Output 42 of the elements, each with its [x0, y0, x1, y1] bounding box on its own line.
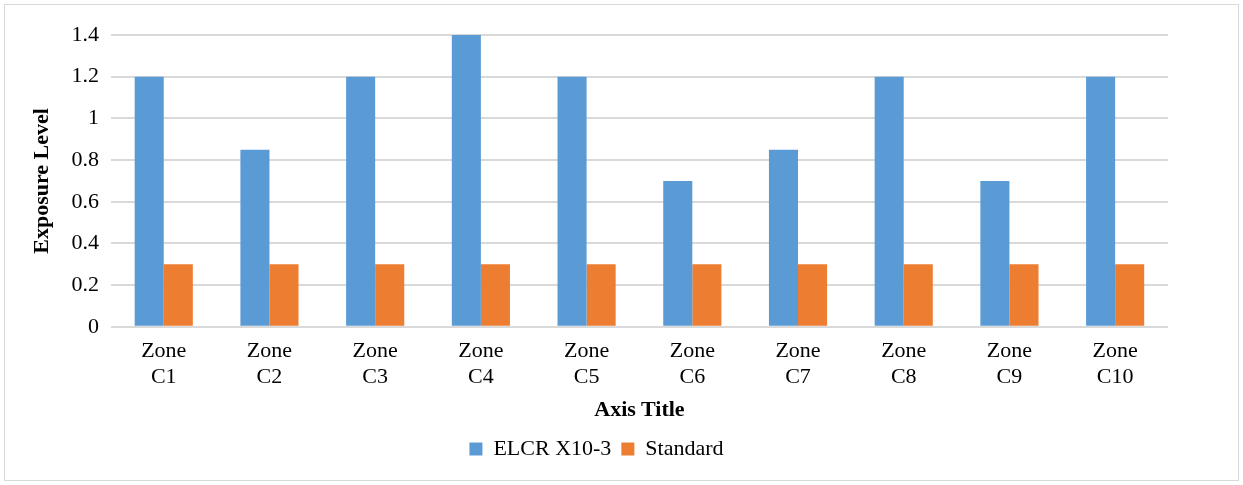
bar	[451, 35, 481, 326]
y-tick-label: 0.4	[71, 229, 99, 255]
legend-label: Standard	[645, 434, 724, 460]
x-tick-label: Zone C6	[669, 336, 715, 389]
bar	[874, 76, 904, 326]
x-tick-label: Zone C9	[986, 336, 1033, 389]
x-axis-title: Axis Title	[594, 396, 685, 422]
x-tick-label: Zone C10	[1092, 336, 1138, 389]
bar	[980, 180, 1010, 326]
x-tick-label: Zone C1	[141, 336, 187, 389]
x-tick-label: Zone C5	[563, 336, 610, 389]
y-tick-label: 0.8	[71, 145, 99, 171]
bar	[269, 264, 299, 326]
bar	[557, 76, 587, 326]
bar	[586, 264, 616, 326]
bar	[346, 76, 376, 326]
bar	[768, 149, 799, 326]
y-tick-label: 0	[87, 312, 99, 338]
y-tick-label: 0.2	[71, 270, 99, 296]
bar	[1115, 264, 1145, 326]
x-tick-label: Zone C7	[775, 336, 821, 389]
x-tick-label: Zone C2	[246, 336, 293, 389]
x-tick-label: Zone C4	[458, 336, 504, 389]
x-tick-label: Zone C3	[352, 336, 398, 389]
bar	[903, 264, 933, 326]
bar	[692, 264, 722, 326]
bar	[375, 264, 405, 326]
bar	[1009, 264, 1039, 326]
bar	[480, 264, 510, 326]
y-tick-label: 1.4	[71, 20, 99, 46]
bar	[134, 76, 164, 326]
x-tick-label: Zone C8	[881, 336, 927, 389]
bar	[163, 264, 193, 326]
y-tick-label: 1.2	[71, 62, 99, 88]
bar	[798, 264, 828, 326]
legend-label: ELCR X10-3	[493, 434, 612, 460]
bar	[663, 180, 693, 326]
y-tick-label: 0.6	[71, 187, 99, 213]
bar	[240, 149, 270, 326]
bar	[1086, 76, 1116, 326]
y-axis-title: Exposure Level	[27, 108, 53, 254]
y-tick-label: 1	[87, 104, 99, 130]
